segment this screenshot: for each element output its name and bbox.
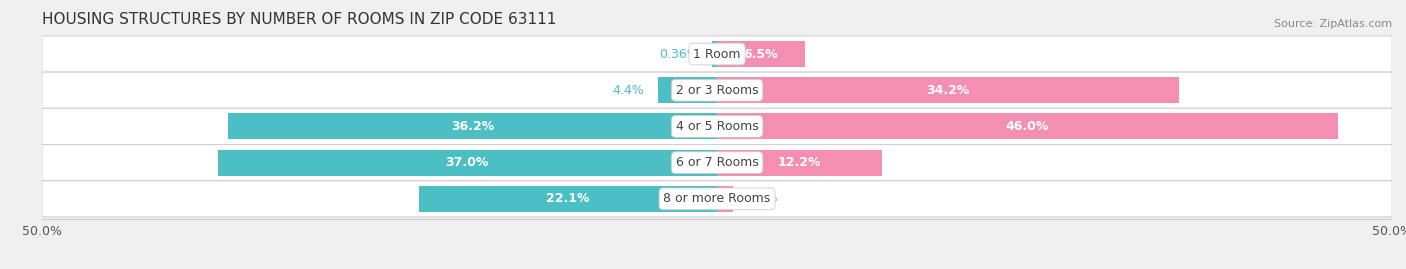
Text: 36.2%: 36.2% bbox=[451, 120, 495, 133]
Text: 46.0%: 46.0% bbox=[1005, 120, 1049, 133]
Text: 1 Room: 1 Room bbox=[693, 48, 741, 61]
Text: 4.4%: 4.4% bbox=[613, 84, 644, 97]
Text: 0.36%: 0.36% bbox=[659, 48, 699, 61]
Bar bbox=[218, 150, 717, 176]
Bar bbox=[713, 41, 717, 67]
Text: 22.1%: 22.1% bbox=[546, 192, 589, 205]
Text: 1.2%: 1.2% bbox=[747, 192, 779, 205]
Bar bbox=[717, 186, 734, 212]
Bar bbox=[658, 77, 717, 103]
Bar bbox=[717, 41, 804, 67]
Text: 4 or 5 Rooms: 4 or 5 Rooms bbox=[676, 120, 758, 133]
Text: 6 or 7 Rooms: 6 or 7 Rooms bbox=[676, 156, 758, 169]
Bar bbox=[228, 114, 717, 139]
Text: 2 or 3 Rooms: 2 or 3 Rooms bbox=[676, 84, 758, 97]
Bar bbox=[717, 114, 1339, 139]
Bar bbox=[717, 77, 1178, 103]
FancyBboxPatch shape bbox=[42, 72, 1392, 108]
Text: Source: ZipAtlas.com: Source: ZipAtlas.com bbox=[1274, 19, 1392, 29]
Text: HOUSING STRUCTURES BY NUMBER OF ROOMS IN ZIP CODE 63111: HOUSING STRUCTURES BY NUMBER OF ROOMS IN… bbox=[42, 12, 557, 27]
FancyBboxPatch shape bbox=[42, 108, 1392, 144]
FancyBboxPatch shape bbox=[42, 36, 1392, 72]
Text: 37.0%: 37.0% bbox=[446, 156, 489, 169]
Text: 34.2%: 34.2% bbox=[927, 84, 970, 97]
FancyBboxPatch shape bbox=[42, 181, 1392, 217]
FancyBboxPatch shape bbox=[42, 144, 1392, 181]
Bar bbox=[717, 150, 882, 176]
Text: 6.5%: 6.5% bbox=[744, 48, 779, 61]
Text: 8 or more Rooms: 8 or more Rooms bbox=[664, 192, 770, 205]
Bar bbox=[419, 186, 717, 212]
Text: 12.2%: 12.2% bbox=[778, 156, 821, 169]
